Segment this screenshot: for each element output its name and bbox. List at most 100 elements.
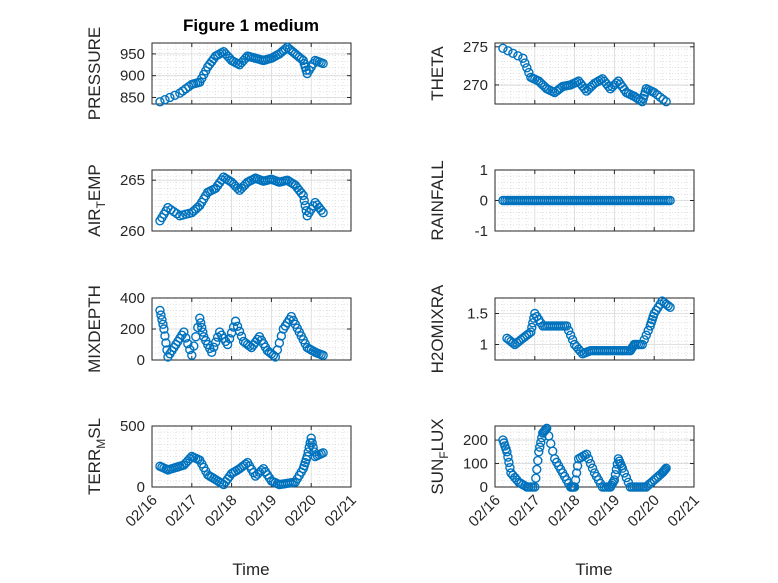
- x-tick-label: 02/17: [505, 492, 544, 531]
- axes-frame: [151, 42, 352, 105]
- data-point: [256, 465, 267, 476]
- subplot-grid: 850 900 950 PRESSURE 270 275 THETA 260 265 AIRTEM…: [85, 27, 703, 531]
- y-axis-label: MIXDEPTH: [85, 285, 104, 373]
- data-point: [181, 333, 191, 343]
- y-tick-label: 400: [120, 290, 145, 307]
- data-point: [318, 350, 328, 361]
- data-point: [155, 97, 165, 107]
- subplot-h2omixra: 1 1.5 H2OMIXRA: [428, 284, 695, 373]
- y-tick-label: 100: [463, 456, 488, 473]
- data-point: [527, 322, 537, 333]
- y-axis-label: SUNFLUX: [428, 418, 451, 494]
- data-point: [621, 472, 632, 483]
- data-point: [160, 331, 170, 341]
- x-tick-label: 02/17: [162, 492, 201, 531]
- data-point: [661, 463, 671, 473]
- data-point: [299, 195, 309, 206]
- data-point: [530, 482, 540, 492]
- data-point: [193, 322, 203, 333]
- data-point: [572, 461, 583, 471]
- data-point: [197, 322, 207, 333]
- data-point: [520, 58, 530, 68]
- y-tick-label: 850: [120, 89, 145, 106]
- y-tick-label: 500: [120, 418, 145, 435]
- data-point: [536, 437, 546, 448]
- data-point: [609, 475, 620, 485]
- x-tick-label: 02/21: [664, 492, 703, 531]
- data-point: [534, 447, 544, 457]
- y-axis-label: H2OMIXRA: [428, 284, 447, 373]
- data-point: [165, 92, 175, 103]
- y-tick-label: 0: [137, 352, 145, 369]
- axes-frame: [151, 169, 352, 232]
- data-point: [158, 319, 168, 330]
- data-point: [565, 330, 576, 340]
- y-tick-label: 0: [480, 479, 488, 496]
- data-point: [296, 54, 306, 64]
- data-point: [280, 44, 291, 54]
- data-point: [187, 350, 197, 361]
- data-point: [508, 48, 518, 58]
- data-point: [298, 190, 308, 201]
- data-point: [579, 83, 590, 94]
- data-point: [532, 464, 542, 475]
- data-point: [563, 325, 574, 336]
- y-tick-label: 260: [120, 223, 145, 240]
- data-point: [195, 313, 205, 323]
- y-tick-label: 1.5: [467, 306, 488, 323]
- data-point: [531, 473, 541, 483]
- data-point: [561, 321, 572, 331]
- data-point: [498, 43, 508, 54]
- data-point: [230, 316, 241, 326]
- y-tick-label: 265: [120, 172, 145, 189]
- data-point: [198, 327, 208, 337]
- axes-frame: [151, 425, 352, 488]
- y-tick-label: 1: [480, 337, 488, 354]
- y-tick-label: 1: [480, 162, 488, 179]
- data-point: [665, 302, 675, 312]
- data-point: [183, 339, 193, 349]
- data-point: [571, 468, 582, 478]
- data-point: [526, 327, 536, 337]
- y-axis-label: RAINFALL: [428, 160, 447, 240]
- x-tick-label: 02/20: [281, 492, 320, 531]
- data-point: [546, 438, 556, 449]
- y-axis-label: AIRTEMP: [85, 164, 108, 237]
- data-point: [308, 442, 318, 453]
- x-tick-label: 02/21: [321, 492, 360, 531]
- x-tick-label: 02/18: [545, 492, 584, 531]
- data-point: [610, 469, 621, 480]
- data-point: [161, 338, 171, 348]
- data-point: [307, 438, 317, 448]
- data-point: [641, 330, 651, 340]
- data-point: [156, 310, 166, 320]
- data-point: [570, 475, 581, 485]
- y-axis-label: PRESSURE: [85, 27, 104, 121]
- y-tick-label: 0: [137, 479, 145, 496]
- data-point: [160, 94, 170, 105]
- data-point: [234, 326, 245, 337]
- data-point: [189, 341, 199, 351]
- data-point: [179, 327, 189, 337]
- data-point: [658, 94, 668, 105]
- data-point: [155, 305, 165, 316]
- data-point: [316, 205, 326, 215]
- data-point: [504, 457, 514, 468]
- data-point: [318, 207, 328, 218]
- data-point: [208, 342, 219, 352]
- data-point: [659, 465, 669, 476]
- data-point: [639, 335, 649, 345]
- axes-frame: [494, 42, 695, 105]
- y-tick-label: 200: [463, 432, 488, 449]
- data-point: [569, 482, 580, 492]
- data-point: [503, 452, 513, 462]
- data-point: [170, 90, 180, 100]
- y-tick-label: 0: [480, 193, 488, 210]
- x-tick-label: 02/19: [585, 492, 624, 531]
- subplot-air-temp: 260 265 AIRTEMP: [85, 164, 352, 240]
- data-point: [603, 81, 614, 91]
- x-tick-label: 02/18: [202, 492, 241, 531]
- data-point: [318, 448, 328, 458]
- data-point: [306, 433, 316, 443]
